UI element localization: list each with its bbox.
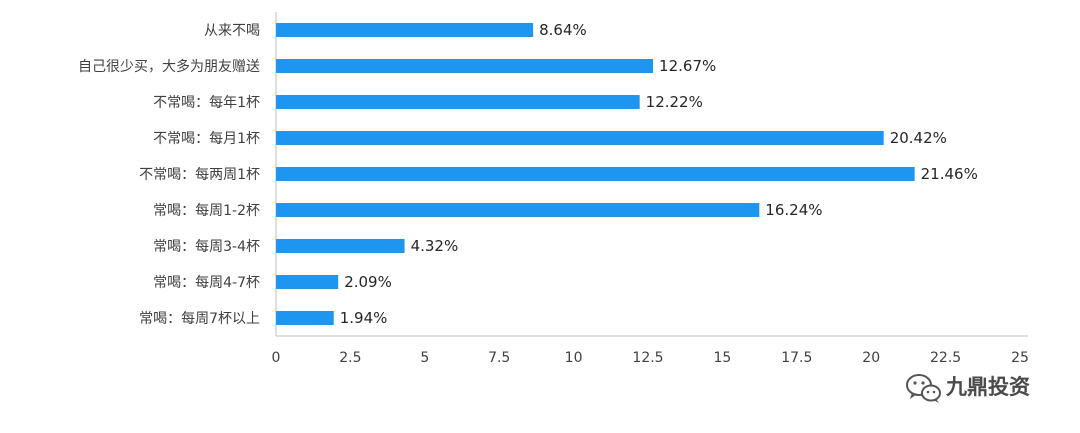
data-label: 12.67% xyxy=(659,57,716,75)
bar xyxy=(276,275,339,289)
category-label: 自己很少买，大多为朋友赠送 xyxy=(78,58,260,75)
wechat-icon xyxy=(906,374,941,403)
x-tick-label: 10 xyxy=(565,350,583,366)
data-label: 1.94% xyxy=(340,309,388,327)
bar xyxy=(276,311,334,325)
category-label: 常喝：每周7杯以上 xyxy=(139,311,260,327)
category-label: 从来不喝 xyxy=(204,23,260,39)
value-labels: 8.64% 12.67% 12.22% 20.42% 21.46% 16.24% 4.32%… xyxy=(340,21,978,327)
data-label: 12.22% xyxy=(646,93,703,111)
x-tick-label: 12.5 xyxy=(632,350,663,366)
data-label: 20.42% xyxy=(890,129,947,147)
x-tick-label: 0 xyxy=(272,350,281,366)
x-tick-label: 15 xyxy=(713,350,731,366)
x-tick-label: 2.5 xyxy=(339,350,361,366)
x-tick-label: 22.5 xyxy=(930,350,961,366)
category-label: 不常喝：每月1杯 xyxy=(153,131,260,147)
watermark: 九鼎投资 xyxy=(906,374,1030,403)
x-tick-labels: 0 2.5 5 7.5 10 12.5 15 17.5 20 22.5 25 xyxy=(272,350,1029,366)
data-label: 21.46% xyxy=(921,165,978,183)
bar xyxy=(276,239,405,253)
data-label: 2.09% xyxy=(344,273,392,291)
bar xyxy=(276,203,760,217)
bar xyxy=(276,131,884,145)
watermark-text: 九鼎投资 xyxy=(945,375,1030,399)
x-tick-label: 20 xyxy=(862,350,880,366)
category-label: 常喝：每周1-2杯 xyxy=(153,203,260,219)
data-label: 4.32% xyxy=(411,237,459,255)
category-label: 常喝：每周3-4杯 xyxy=(153,239,260,255)
x-tick-label: 5 xyxy=(420,350,429,366)
category-label: 常喝：每周4-7杯 xyxy=(153,275,260,291)
chart-bars xyxy=(276,23,915,325)
bar xyxy=(276,23,534,37)
x-tick-label: 25 xyxy=(1011,350,1029,366)
bar xyxy=(276,95,640,109)
category-labels: 从来不喝自己很少买，大多为朋友赠送不常喝：每年1杯不常喝：每月1杯不常喝：每两周… xyxy=(78,23,260,327)
x-tick-label: 17.5 xyxy=(781,350,812,366)
data-label: 8.64% xyxy=(539,21,587,39)
x-tick-label: 7.5 xyxy=(488,350,510,366)
category-label: 不常喝：每两周1杯 xyxy=(139,167,260,183)
bar xyxy=(276,167,915,181)
data-label: 16.24% xyxy=(765,201,822,219)
category-label: 不常喝：每年1杯 xyxy=(153,95,260,111)
bar xyxy=(276,59,654,73)
